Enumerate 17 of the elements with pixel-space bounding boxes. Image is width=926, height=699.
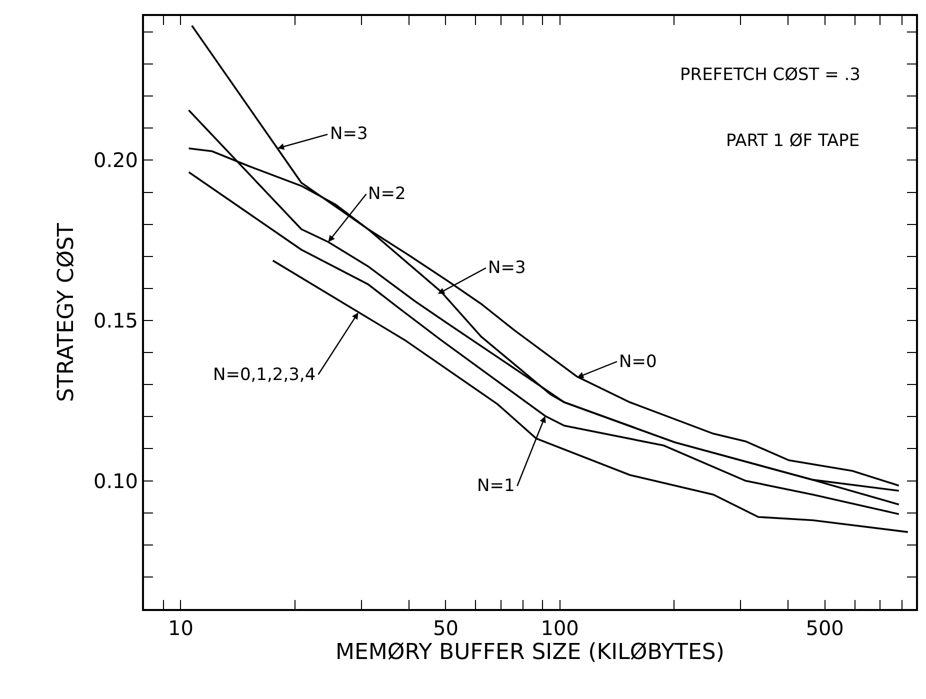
x-axis-title: MEMØRY BUFFER SIZE (KILØBYTES) [336, 640, 724, 665]
x-tick-label: 500 [806, 616, 844, 640]
annotation: N=3 [488, 258, 526, 278]
x-tick-label: 100 [540, 616, 579, 640]
annotation: N=3 [330, 124, 368, 144]
y-axis-title: STRATEGY CØST [54, 222, 79, 402]
x-tick-label: 10 [168, 616, 194, 640]
y-tick-label: 0.20 [93, 148, 138, 172]
annotation: N=2 [368, 184, 406, 204]
y-tick-label: 0.10 [93, 468, 138, 493]
annotation: PREFETCH CØST = .3 [680, 65, 860, 85]
y-tick-label: 0.15 [93, 308, 138, 333]
x-tick-label: 50 [432, 616, 458, 640]
annotation: N=0 [619, 352, 657, 372]
annotation: PART 1 ØF TAPE [726, 131, 860, 151]
annotation: N=1 [477, 476, 515, 496]
annotation: N=0,1,2,3,4 [213, 365, 316, 385]
